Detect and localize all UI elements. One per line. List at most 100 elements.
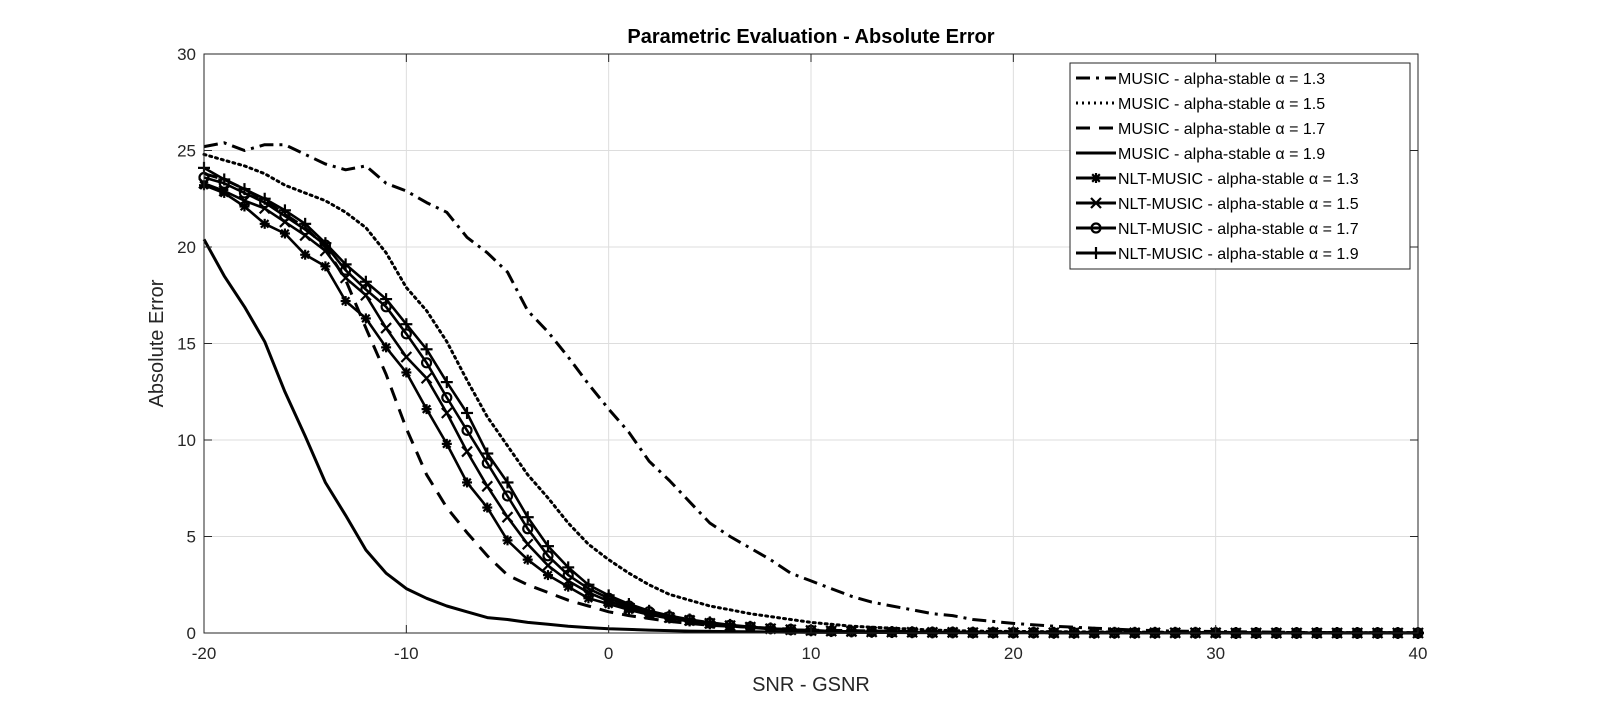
data-point: [238, 183, 251, 196]
legend-marker: [1090, 222, 1102, 234]
x-tick-label: 30: [1206, 644, 1225, 663]
series-line: [202, 238, 1419, 635]
legend-item: NLT-MUSIC - alpha-stable α = 1.9: [1076, 246, 1359, 263]
data-point: [420, 372, 433, 385]
data-point: [441, 391, 453, 404]
legend-label: NLT-MUSIC - alpha-stable α = 1.7: [1118, 221, 1359, 238]
x-tick-label: 40: [1409, 644, 1428, 663]
data-point: [522, 523, 534, 535]
data-point: [461, 445, 473, 458]
data-point: [359, 275, 372, 288]
data-point: [683, 613, 696, 626]
data-point: [501, 490, 514, 502]
data-point: [764, 622, 777, 635]
data-point: [622, 598, 635, 611]
data-point: [299, 217, 312, 230]
legend-item: MUSIC - alpha-stable α = 1.9: [1076, 146, 1325, 163]
data-point: [420, 343, 433, 356]
data-point: [401, 367, 412, 378]
legend-label: MUSIC - alpha-stable α = 1.3: [1118, 71, 1325, 88]
y-tick-label: 30: [177, 45, 196, 64]
legend-label: MUSIC - alpha-stable α = 1.5: [1118, 96, 1325, 113]
data-point: [462, 477, 473, 488]
data-point: [602, 589, 615, 602]
data-point: [562, 561, 575, 574]
data-point: [400, 318, 413, 331]
x-tick-label: 20: [1004, 644, 1023, 663]
data-point: [339, 258, 352, 271]
data-point: [360, 313, 371, 324]
data-point: [461, 406, 474, 419]
data-point: [906, 626, 919, 639]
data-point: [542, 570, 553, 581]
data-point: [481, 447, 494, 460]
y-tick-label: 15: [177, 335, 196, 354]
data-point: [481, 480, 494, 493]
data-point: [421, 404, 432, 415]
data-point: [521, 538, 534, 550]
data-point: [541, 540, 554, 553]
data-point: [420, 357, 433, 369]
data-point: [542, 559, 554, 572]
y-axis-label: Absolute Error: [146, 279, 168, 407]
legend-marker: [1090, 247, 1102, 259]
y-tick-label: 5: [187, 528, 196, 547]
data-point: [643, 604, 656, 617]
legend-item: MUSIC - alpha-stable α = 1.3: [1076, 71, 1325, 88]
data-point: [521, 511, 534, 524]
data-point: [825, 625, 838, 638]
data-point: [663, 609, 676, 622]
chart-title: Parametric Evaluation - Absolute Error: [627, 26, 994, 48]
data-point: [703, 616, 716, 629]
data-point: [319, 237, 332, 250]
y-tick-label: 20: [177, 238, 196, 257]
data-point: [300, 249, 311, 260]
data-point: [946, 626, 959, 639]
legend-box: [1069, 62, 1411, 270]
data-point: [724, 618, 737, 631]
legend-item: MUSIC - alpha-stable α = 1.5: [1076, 96, 1325, 113]
x-tick-label: 0: [604, 644, 613, 663]
series-4: [202, 238, 1419, 635]
x-tick-label: -10: [394, 644, 419, 663]
data-point: [502, 535, 513, 546]
legend-label: NLT-MUSIC - alpha-stable α = 1.5: [1118, 196, 1359, 213]
legend-label: NLT-MUSIC - alpha-stable α = 1.9: [1118, 246, 1359, 263]
legend-item: MUSIC - alpha-stable α = 1.7: [1076, 121, 1325, 138]
legend-label: MUSIC - alpha-stable α = 1.7: [1118, 121, 1325, 138]
data-point: [440, 376, 453, 389]
x-tick-label: -20: [192, 644, 217, 663]
data-point: [441, 438, 452, 449]
legend: MUSIC - alpha-stable α = 1.3 MUSIC - alph…: [1069, 62, 1411, 270]
data-point: [482, 502, 493, 513]
series-line: [203, 141, 1418, 635]
data-point: [381, 342, 392, 353]
x-tick-label: 10: [802, 644, 821, 663]
y-tick-label: 25: [177, 142, 196, 161]
data-point: [501, 476, 514, 489]
data-point: [441, 407, 453, 419]
data-point: [380, 293, 393, 306]
data-point: [278, 204, 291, 217]
data-point: [885, 626, 898, 639]
data-point: [784, 623, 797, 636]
legend-item: NLT-MUSIC - alpha-stable α = 1.7: [1076, 221, 1359, 238]
data-point: [865, 625, 878, 638]
data-point: [501, 511, 514, 523]
data-point: [582, 578, 595, 591]
data-point: [279, 228, 290, 239]
data-point: [400, 351, 413, 363]
data-point: [926, 626, 939, 639]
data-point: [259, 218, 270, 229]
legend-marker: [1090, 197, 1102, 209]
x-axis-label: SNR - GSNR: [752, 674, 870, 696]
data-point: [340, 296, 351, 307]
legend-label: NLT-MUSIC - alpha-stable α = 1.3: [1118, 171, 1359, 188]
data-point: [744, 620, 757, 633]
legend-marker: [1091, 173, 1101, 183]
data-point: [522, 554, 533, 565]
legend-item: NLT-MUSIC - alpha-stable α = 1.5: [1076, 196, 1359, 213]
y-tick-label: 0: [187, 624, 196, 643]
data-point: [845, 625, 858, 638]
